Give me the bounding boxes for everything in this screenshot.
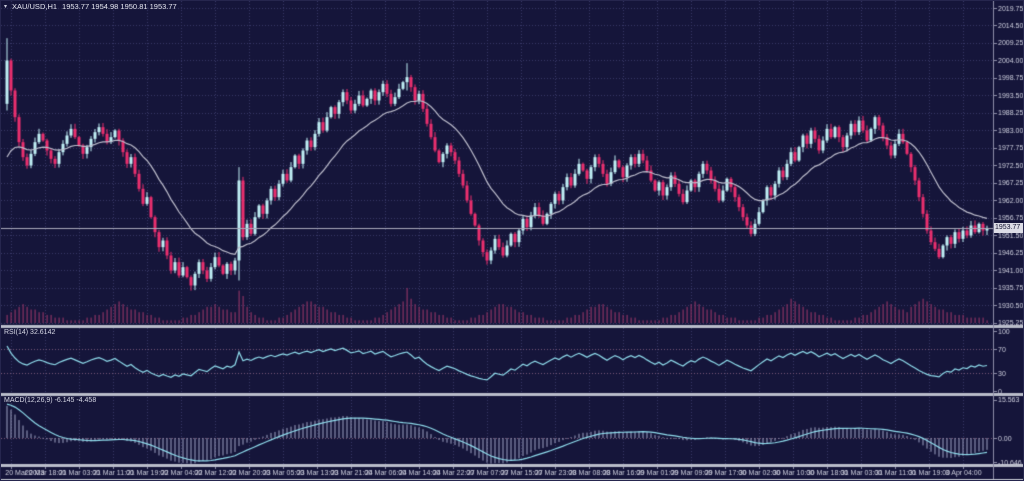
symbol-timeframe: XAU/USD,H1 — [12, 2, 58, 11]
ohlc-values: 1953.77 1954.98 1950.81 1953.77 — [62, 2, 177, 11]
time-axis[interactable] — [1, 467, 993, 479]
symbol-ohlc-label: ▾ XAU/USD,H1 1953.77 1954.98 1950.81 195… — [4, 2, 177, 11]
current-price-tag: 1953.77 — [994, 223, 1023, 233]
rsi-panel[interactable] — [1, 328, 993, 393]
macd-panel[interactable] — [1, 396, 993, 464]
rsi-indicator-label: RSI(14) 32.6142 — [4, 329, 56, 336]
macd-indicator-label: MACD(12,26,9) -6.145 -4.458 — [4, 397, 97, 404]
dropdown-marker-icon[interactable]: ▾ — [4, 3, 8, 10]
price-panel[interactable] — [1, 1, 993, 325]
